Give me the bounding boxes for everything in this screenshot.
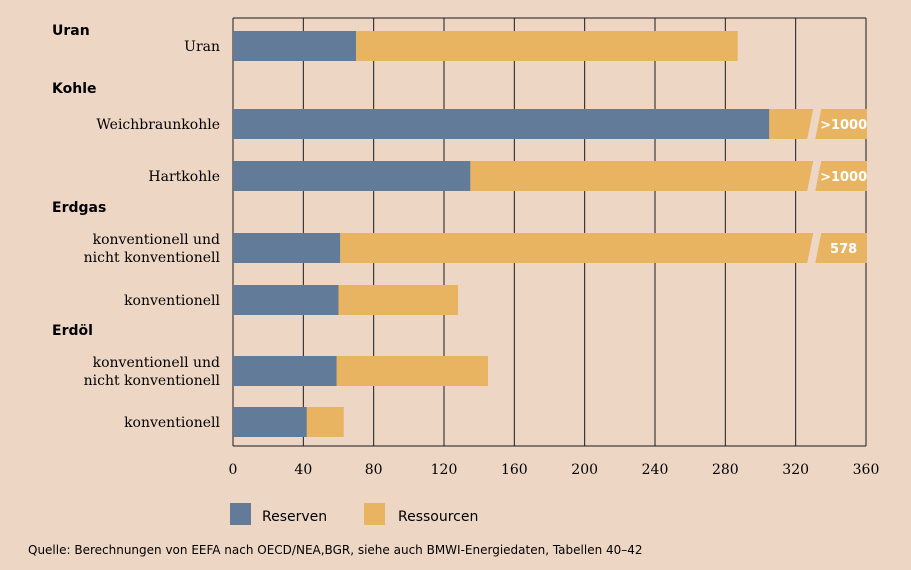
bar-reserven	[233, 161, 471, 191]
x-tick-label-160: 160	[501, 462, 528, 478]
bar-ressourcen	[769, 109, 814, 139]
category-label: Weichbraunkohle	[96, 117, 220, 133]
bar-ressourcen-cap	[815, 161, 867, 191]
x-tick-label-280: 280	[712, 462, 739, 478]
group-title-3: Erdöl	[52, 323, 93, 339]
bar-reserven	[233, 109, 770, 139]
legend-label-reserven: Reserven	[262, 509, 327, 525]
bar-ressourcen-cap	[815, 233, 867, 263]
bar-ressourcen	[470, 161, 814, 191]
group-title-2: Erdgas	[52, 200, 106, 216]
bar-break	[807, 161, 822, 191]
bar-reserven	[233, 31, 357, 61]
group-title-0: Uran	[52, 23, 90, 39]
category-label: konventionell	[124, 293, 220, 309]
bar-value-label: >1000	[820, 170, 867, 185]
x-tick-label-80: 80	[365, 462, 383, 478]
bar-value-label: 578	[830, 242, 857, 257]
category-label: Uran	[184, 39, 220, 55]
bar-reserven	[233, 407, 307, 437]
category-label: konventionell	[124, 415, 220, 431]
bar-ressourcen	[340, 233, 814, 263]
bar-ressourcen-cap	[815, 109, 867, 139]
x-tick-label-0: 0	[229, 462, 238, 478]
legend-label-ressourcen: Ressourcen	[398, 509, 478, 525]
bar-reserven	[233, 233, 341, 263]
bar-reserven	[233, 356, 337, 386]
legend-swatch-reserven	[230, 503, 251, 525]
bar-value-label: >1000	[820, 118, 867, 133]
x-tick-label-200: 200	[571, 462, 598, 478]
category-label: Hartkohle	[148, 169, 220, 185]
bar-break	[807, 233, 822, 263]
x-tick-label-40: 40	[294, 462, 312, 478]
category-label: konventionell und nicht konventionell	[84, 232, 221, 266]
bar-ressourcen	[336, 356, 488, 386]
bar-ressourcen	[338, 285, 459, 315]
group-title-1: Kohle	[52, 81, 96, 97]
bar-ressourcen	[356, 31, 738, 61]
x-tick-label-240: 240	[642, 462, 669, 478]
bar-break	[807, 109, 822, 139]
bar-ressourcen	[306, 407, 344, 437]
x-tick-label-120: 120	[431, 462, 458, 478]
bar-reserven	[233, 285, 339, 315]
source-note: Quelle: Berechnungen von EEFA nach OECD/…	[28, 543, 643, 557]
x-tick-label-320: 320	[782, 462, 809, 478]
x-tick-label-360: 360	[853, 462, 880, 478]
category-label: konventionell und nicht konventionell	[84, 355, 221, 389]
legend-swatch-ressourcen	[364, 503, 385, 525]
